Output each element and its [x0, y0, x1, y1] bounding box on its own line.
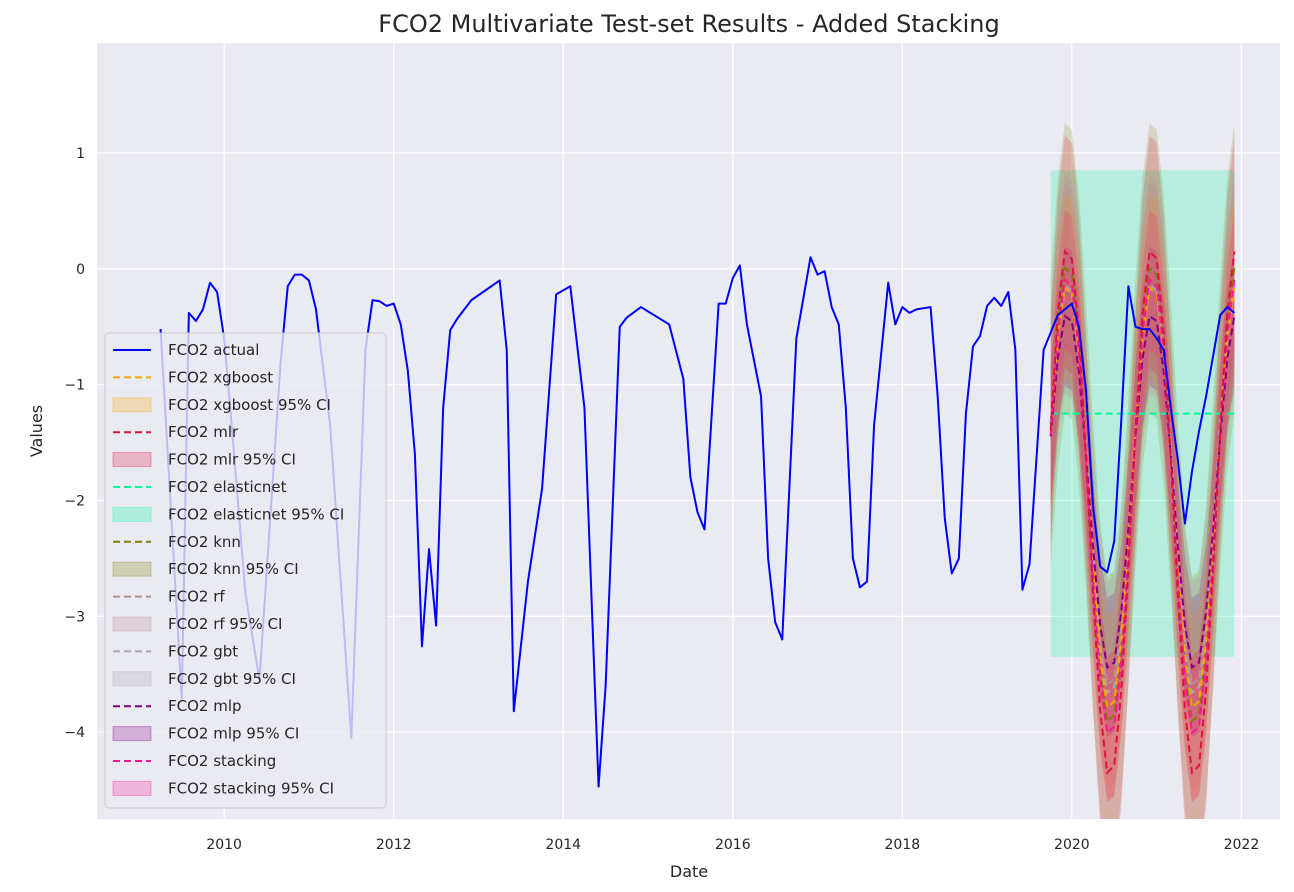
legend-item: FCO2 rf: [113, 588, 225, 606]
y-axis-ticks: 1 0 −1 −2 −3 −4: [64, 146, 85, 741]
y-tick-label: −4: [64, 725, 85, 741]
legend-label: FCO2 knn: [168, 533, 241, 551]
legend-item: FCO2 rf 95% CI: [112, 615, 282, 633]
y-tick-label: −3: [64, 609, 85, 625]
legend-item: FCO2 actual: [113, 341, 259, 359]
legend-item: FCO2 knn: [113, 533, 241, 551]
y-tick-label: −1: [64, 378, 85, 394]
legend-label: FCO2 xgboost: [168, 368, 273, 386]
x-axis-label: Date: [670, 862, 708, 881]
legend: FCO2 actual FCO2 xgboost FCO2 xgboost 95% …: [104, 332, 387, 809]
x-axis-ticks: 2010 2012 2014 2016 2018 2020 2022: [206, 837, 1259, 853]
legend-label: FCO2 elasticnet 95% CI: [168, 505, 344, 523]
legend-swatch: [112, 452, 152, 468]
legend-label: FCO2 rf: [168, 588, 225, 606]
legend-item: FCO2 knn 95% CI: [112, 560, 299, 578]
legend-item: FCO2 mlp: [113, 697, 242, 715]
legend-swatch: [112, 561, 152, 577]
legend-label: FCO2 mlp 95% CI: [168, 725, 299, 743]
legend-swatch: [112, 616, 152, 632]
legend-label: FCO2 rf 95% CI: [168, 615, 282, 633]
x-tick-label: 2012: [376, 837, 412, 853]
legend-label: FCO2 stacking: [168, 752, 276, 770]
legend-swatch: [112, 506, 152, 522]
legend-label: FCO2 xgboost 95% CI: [168, 396, 331, 414]
legend-item: FCO2 mlr 95% CI: [112, 451, 296, 469]
y-tick-label: 0: [76, 262, 85, 278]
legend-item: FCO2 gbt 95% CI: [112, 670, 296, 688]
legend-item: FCO2 stacking: [113, 752, 276, 770]
mlp-prediction-line: [1049, 314, 1236, 670]
y-tick-label: 1: [76, 146, 85, 162]
legend-item: FCO2 xgboost: [113, 368, 273, 386]
y-axis-label: Values: [27, 405, 46, 457]
series-layer: [159, 123, 1236, 819]
mlr-prediction-line: [1049, 249, 1236, 775]
legend-label: FCO2 gbt: [168, 642, 238, 660]
legend-label: FCO2 knn 95% CI: [168, 560, 299, 578]
legend-label: FCO2 mlr 95% CI: [168, 451, 296, 469]
x-tick-label: 2010: [206, 837, 242, 853]
legend-item: FCO2 mlp 95% CI: [112, 725, 299, 743]
legend-item: FCO2 stacking 95% CI: [112, 779, 334, 797]
x-tick-label: 2022: [1224, 837, 1260, 853]
chart-title: FCO2 Multivariate Test-set Results - Add…: [378, 10, 999, 38]
legend-swatch: [112, 780, 152, 796]
legend-swatch: [112, 671, 152, 687]
legend-item: FCO2 elasticnet 95% CI: [112, 505, 344, 523]
x-tick-label: 2020: [1054, 837, 1090, 853]
actual-line: [159, 256, 1235, 788]
legend-swatch: [112, 726, 152, 742]
legend-item: FCO2 mlr: [113, 423, 239, 441]
legend-label: FCO2 mlp: [168, 697, 242, 715]
legend-label: FCO2 stacking 95% CI: [168, 779, 334, 797]
x-tick-label: 2014: [545, 837, 581, 853]
legend-label: FCO2 gbt 95% CI: [168, 670, 296, 688]
legend-label: FCO2 elasticnet: [168, 478, 287, 496]
y-tick-label: −2: [64, 493, 85, 509]
legend-frame: [104, 332, 387, 809]
legend-item: FCO2 elasticnet: [113, 478, 287, 496]
x-tick-label: 2018: [885, 837, 921, 853]
legend-label: FCO2 actual: [168, 341, 259, 359]
stacking-prediction-line: [1049, 277, 1236, 735]
legend-item: FCO2 xgboost 95% CI: [112, 396, 331, 414]
legend-item: FCO2 gbt: [113, 642, 238, 660]
legend-swatch: [112, 397, 152, 413]
x-tick-label: 2016: [715, 837, 751, 853]
legend-label: FCO2 mlr: [168, 423, 239, 441]
